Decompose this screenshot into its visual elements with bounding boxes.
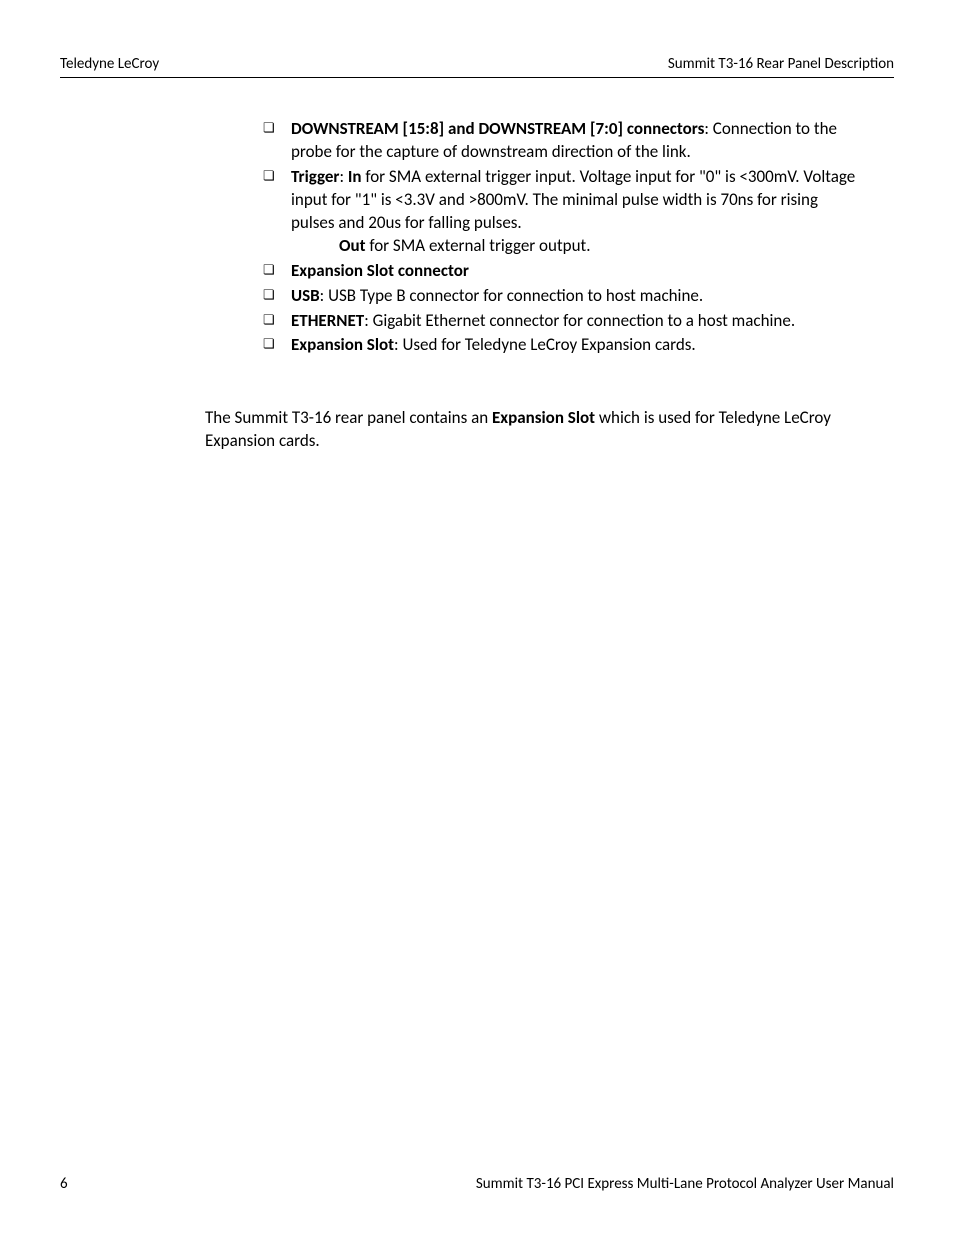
page-footer: 6 Summit T3-16 PCI Express Multi-Lane Pr…: [60, 1175, 894, 1193]
sub-bold: In: [348, 166, 362, 187]
list-item: Trigger: In for SMA external trigger inp…: [263, 166, 864, 258]
page-number: 6: [60, 1175, 68, 1193]
item-text: : USB Type B connector for connection to…: [320, 285, 703, 306]
page-header: Teledyne LeCroy Summit T3-16 Rear Panel …: [60, 55, 894, 78]
sub-bold: Out: [339, 235, 366, 256]
para-pre: The Summit T3-16 rear panel contains an: [205, 407, 492, 428]
list-item: USB: USB Type B connector for connection…: [263, 285, 864, 308]
list-item: ETHERNET: Gigabit Ethernet connector for…: [263, 310, 864, 333]
para-bold: Expansion Slot: [492, 407, 595, 428]
header-left: Teledyne LeCroy: [60, 55, 159, 73]
sub-line: Out for SMA external trigger output.: [291, 235, 864, 258]
footer-title: Summit T3-16 PCI Express Multi-Lane Prot…: [476, 1175, 894, 1193]
item-text: :: [339, 166, 347, 187]
list-item: Expansion Slot: Used for Teledyne LeCroy…: [263, 334, 864, 357]
item-bold: USB: [291, 285, 320, 306]
sub-text: for SMA external trigger output.: [366, 235, 591, 256]
list-item: Expansion Slot connector: [263, 260, 864, 283]
item-bold: Trigger: [291, 166, 339, 187]
page-content: DOWNSTREAM [15:8] and DOWNSTREAM [7:0] c…: [60, 118, 894, 453]
item-bold: ETHERNET: [291, 310, 364, 331]
item-bold: Expansion Slot: [291, 334, 394, 355]
item-text: : Used for Teledyne LeCroy Expansion car…: [394, 334, 696, 355]
item-bold: DOWNSTREAM [15:8] and DOWNSTREAM [7:0] c…: [291, 118, 704, 139]
bullet-list: DOWNSTREAM [15:8] and DOWNSTREAM [7:0] c…: [205, 118, 864, 357]
list-item: DOWNSTREAM [15:8] and DOWNSTREAM [7:0] c…: [263, 118, 864, 164]
sub-text: for SMA external trigger input. Voltage …: [291, 166, 855, 233]
header-right: Summit T3-16 Rear Panel Description: [668, 55, 894, 73]
item-bold: Expansion Slot connector: [291, 260, 469, 281]
body-paragraph: The Summit T3-16 rear panel contains an …: [205, 407, 864, 453]
item-text: : Gigabit Ethernet connector for connect…: [364, 310, 795, 331]
